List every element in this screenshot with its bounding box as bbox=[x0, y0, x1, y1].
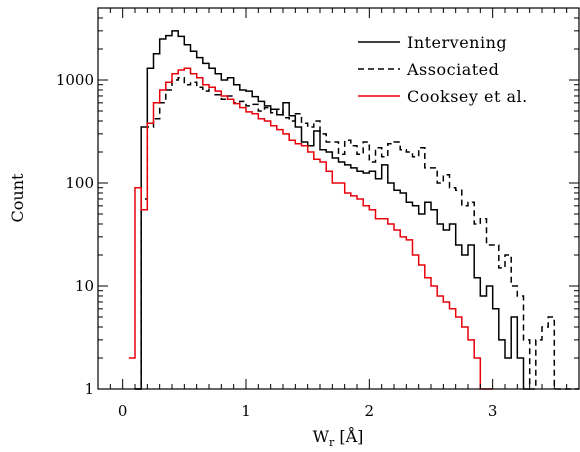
x-tick-label: 2 bbox=[365, 402, 375, 420]
legend: Intervening Associated Cooksey et al. bbox=[358, 33, 528, 106]
x-tick-label: 1 bbox=[241, 402, 251, 420]
series-layer bbox=[128, 30, 579, 390]
series-line-associated bbox=[135, 77, 579, 390]
ticks-layer bbox=[97, 7, 580, 390]
x-axis-label: Wr [Å] bbox=[313, 426, 364, 449]
x-tick-label: 0 bbox=[118, 402, 128, 420]
y-tick-label: 1 bbox=[84, 380, 94, 398]
x-axis-label-sub: r bbox=[329, 436, 335, 449]
y-tick-label: 100 bbox=[65, 174, 94, 192]
plot-frame bbox=[97, 7, 580, 390]
series-line-cooksey-et-al bbox=[128, 67, 493, 390]
series-line-intervening bbox=[135, 30, 530, 390]
y-axis-label: Count bbox=[8, 173, 27, 222]
legend-label-cooksey: Cooksey et al. bbox=[407, 87, 528, 106]
legend-label-intervening: Intervening bbox=[407, 33, 507, 52]
y-tick-label: 10 bbox=[75, 277, 94, 295]
labels-layer: 0 1 2 3 1 10 100 1000 bbox=[56, 71, 498, 420]
x-tick-label: 3 bbox=[488, 402, 498, 420]
x-axis-label-unit: [Å] bbox=[334, 426, 363, 446]
y-tick-label: 1000 bbox=[56, 71, 94, 89]
x-axis-label-main: W bbox=[313, 427, 330, 446]
legend-label-associated: Associated bbox=[406, 60, 499, 79]
